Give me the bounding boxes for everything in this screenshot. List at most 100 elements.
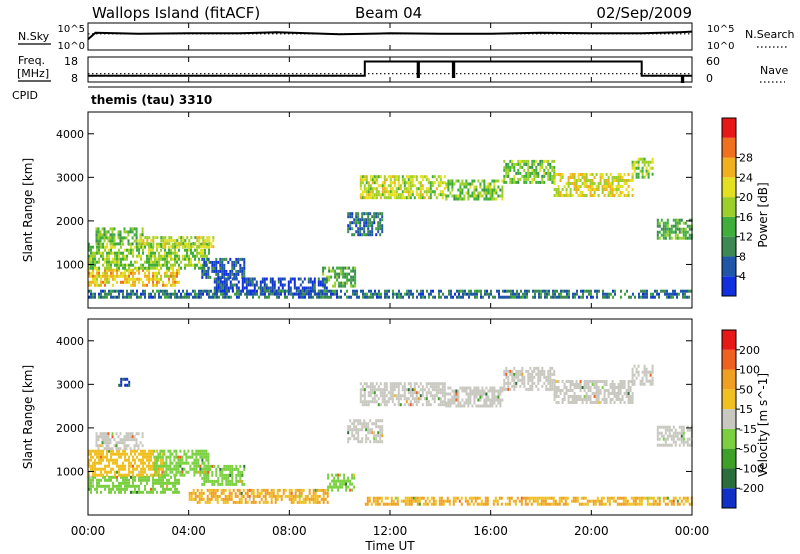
velocity-cell-11 — [567, 395, 570, 398]
power-cell-0 — [104, 280, 106, 284]
power-cell-4 — [223, 269, 226, 273]
power-cell-1 — [104, 266, 106, 270]
velocity-cell-14 — [646, 496, 649, 500]
velocity-cell-11 — [553, 386, 556, 389]
velocity-cell-9 — [481, 392, 484, 396]
power-cell-13 — [606, 292, 608, 296]
power-cell-14 — [221, 289, 224, 293]
power-cell-4 — [237, 260, 240, 264]
velocity-cell-13 — [656, 437, 659, 441]
power-cell-13 — [562, 295, 564, 299]
power-cell-0 — [128, 277, 130, 281]
power-cell-9 — [527, 159, 530, 163]
velocity-cell-6 — [198, 497, 201, 501]
velocity-cell-8 — [439, 403, 442, 407]
power-cell-13 — [336, 292, 338, 296]
velocity-cell-14 — [426, 496, 429, 500]
velocity-cell-3 — [169, 470, 172, 474]
power-cell-13 — [536, 289, 538, 293]
power-cell-14 — [237, 286, 240, 290]
velocity-cell-1 — [130, 449, 132, 453]
power-cell-13 — [324, 295, 326, 299]
power-cell-5 — [328, 266, 331, 270]
power-cell-13 — [112, 289, 114, 293]
velocity-cell-10 — [533, 369, 536, 373]
power-cell-7 — [435, 178, 438, 182]
velocity-cell-14 — [588, 499, 591, 503]
velocity-cell-12 — [651, 376, 654, 380]
power-cell-9 — [545, 171, 548, 175]
power-cell-7 — [361, 178, 364, 182]
power-cell-14 — [249, 283, 252, 287]
power-cell-1 — [160, 248, 162, 252]
power-cell-13 — [496, 289, 498, 293]
power-cell-13 — [416, 295, 418, 299]
velocity-cell-9 — [495, 395, 498, 399]
velocity-cell-6 — [226, 500, 229, 504]
velocity-cell-10 — [521, 372, 524, 376]
power-cell-7 — [403, 190, 406, 194]
power-cell-4 — [223, 266, 226, 270]
power-cell-14 — [293, 286, 296, 290]
velocity-cell-7 — [377, 419, 380, 423]
velocity-cell-1 — [138, 458, 140, 462]
power-cell-0 — [108, 277, 110, 281]
power-cell-10 — [559, 179, 562, 182]
velocity-cell-7 — [379, 425, 382, 429]
velocity-cell-14 — [678, 496, 681, 500]
velocity-cell-5 — [329, 482, 332, 486]
velocity-cell-2 — [127, 432, 130, 436]
power-cell-1 — [174, 254, 176, 258]
velocity-cell-14 — [390, 502, 393, 506]
velocity-cell-6 — [250, 491, 253, 495]
power-cell-9 — [507, 171, 510, 175]
power-cell-10 — [563, 194, 566, 197]
power-cell-6 — [363, 227, 366, 231]
velocity-cell-4 — [229, 467, 232, 471]
power-cell-10 — [613, 176, 616, 179]
power-cell-9 — [531, 168, 534, 172]
velocity-cell-5 — [351, 482, 354, 486]
power-cell-0 — [88, 280, 90, 284]
power-cell-1 — [158, 260, 160, 264]
power-cell-11 — [635, 175, 638, 179]
velocity-cell-8 — [409, 388, 412, 392]
velocity-cell-0 — [174, 481, 176, 485]
velocity-cell-10 — [507, 369, 510, 373]
velocity-cell-8 — [393, 385, 396, 389]
power-cell-13 — [400, 295, 402, 299]
power-cell-13 — [596, 289, 598, 293]
velocity-cell-11 — [597, 398, 600, 401]
velocity-cell-1 — [108, 449, 110, 453]
velocity-cell-11 — [553, 395, 556, 398]
power-cell-4 — [229, 257, 232, 261]
power-cell-1 — [92, 257, 94, 261]
power-cell-5 — [344, 281, 347, 285]
velocity-cell-2 — [129, 438, 132, 442]
velocity-cell-0 — [112, 487, 114, 491]
power-cell-0 — [134, 271, 136, 275]
power-cell-10 — [553, 194, 556, 197]
velocity-cell-3 — [193, 464, 196, 468]
velocity-cell-4 — [215, 473, 218, 477]
power-cell-3 — [202, 245, 205, 249]
velocity-cell-8 — [417, 385, 420, 389]
velocity-cell-9 — [447, 401, 450, 405]
power-cell-13 — [354, 289, 356, 293]
velocity-cell-9 — [455, 389, 458, 393]
velocity-cell-14 — [654, 499, 657, 503]
power-cell-14 — [323, 283, 326, 287]
velocity-cell-6 — [294, 494, 297, 498]
velocity-cell-0 — [88, 481, 90, 485]
power-cell-14 — [273, 283, 276, 287]
power-cell-0 — [130, 283, 132, 287]
power-cell-7 — [397, 175, 400, 179]
power-cell-10 — [583, 173, 586, 176]
velocity-cell-8 — [437, 385, 440, 389]
power-cell-13 — [450, 289, 452, 293]
velocity-cell-14 — [396, 502, 399, 506]
power-cell-8 — [485, 185, 488, 189]
power-cell-1 — [122, 242, 124, 246]
power-cell-13 — [560, 295, 562, 299]
velocity-cell-1 — [140, 461, 142, 465]
